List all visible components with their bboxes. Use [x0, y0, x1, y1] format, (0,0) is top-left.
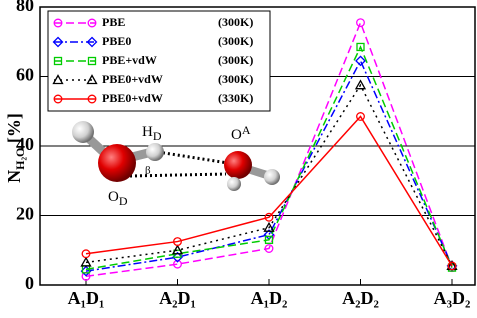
legend-condition: (300K) — [218, 72, 253, 86]
marker — [53, 94, 63, 104]
marker — [264, 244, 274, 253]
marker — [87, 18, 97, 28]
marker — [447, 261, 457, 271]
x-tick-label: A₂D₁ — [159, 288, 196, 308]
marker — [87, 56, 97, 66]
marker — [264, 235, 274, 244]
annotation-text: H — [142, 124, 153, 140]
annotation-text: O — [231, 127, 242, 143]
marker — [173, 237, 182, 247]
annotation: HD — [142, 124, 162, 142]
series — [80, 79, 458, 271]
h-bond — [157, 150, 229, 165]
h-bond — [129, 172, 227, 178]
marker — [87, 94, 97, 104]
legend: PBE (300K) PBE0 (300K) PBE+vdW (300K) PBE0+vdW… — [47, 10, 271, 112]
marker — [263, 221, 275, 232]
marker — [53, 18, 63, 28]
marker — [80, 256, 92, 267]
marker — [171, 244, 184, 255]
annotation: OD — [108, 189, 128, 207]
marker — [81, 249, 91, 259]
x-tick-label: A₁D₁ — [68, 288, 105, 308]
y-tick-label: 0 — [25, 273, 34, 293]
marker — [52, 74, 64, 85]
legend-label: PBE0+vdW — [102, 91, 163, 105]
y-axis-label: NH₂O [%] — [4, 113, 27, 183]
legend-label: PBE0+vdW — [102, 72, 163, 86]
marker — [264, 212, 274, 222]
marker — [354, 79, 367, 90]
marker — [86, 74, 98, 85]
series-line — [85, 83, 453, 267]
legend-label: PBE — [102, 15, 125, 29]
y-label-unit: [%] — [4, 113, 24, 148]
marker — [53, 56, 63, 66]
annotation-text: O — [108, 189, 119, 205]
y-tick-label: 40 — [16, 134, 34, 154]
oxygen — [224, 151, 252, 179]
legend-label: PBE0 — [102, 34, 131, 48]
hydrogen — [72, 121, 94, 143]
oxygen — [98, 144, 136, 182]
legend-condition: (300K) — [218, 34, 253, 48]
annotation-sub: A — [242, 123, 251, 137]
hydrogen — [146, 143, 164, 161]
hydrogen — [264, 169, 280, 185]
molecule-inset: HD OA OD β — [72, 121, 280, 208]
annotation-sub: D — [119, 194, 128, 208]
hydrogen — [227, 177, 241, 191]
marker — [356, 42, 365, 52]
y-label-main: N — [4, 170, 24, 183]
y-tick-label: 80 — [16, 0, 34, 15]
marker — [52, 36, 64, 48]
marker — [173, 259, 182, 269]
marker — [356, 18, 365, 28]
series-line — [85, 20, 453, 278]
legend-condition: (300K) — [218, 53, 253, 67]
series-line — [85, 115, 453, 267]
legend-condition: (330K) — [218, 91, 253, 105]
x-tick-label: A₁D₂ — [251, 288, 288, 308]
annotation-sub: D — [153, 129, 162, 143]
series — [81, 112, 457, 271]
series-line — [85, 45, 453, 271]
legend-label: PBE+vdW — [102, 53, 157, 67]
legend-condition: (300K) — [218, 15, 253, 29]
marker — [355, 55, 366, 67]
x-tick-label: A₃D₂ — [434, 288, 471, 308]
y-tick-label: 20 — [16, 204, 34, 224]
annotation: OA — [231, 123, 251, 144]
x-tick-label: A₂D₂ — [342, 288, 379, 308]
marker — [86, 36, 98, 48]
marker — [356, 112, 365, 121]
y-tick-label: 60 — [16, 65, 34, 85]
annotation: β — [145, 165, 151, 177]
y-label-sub: H₂O — [13, 148, 27, 170]
